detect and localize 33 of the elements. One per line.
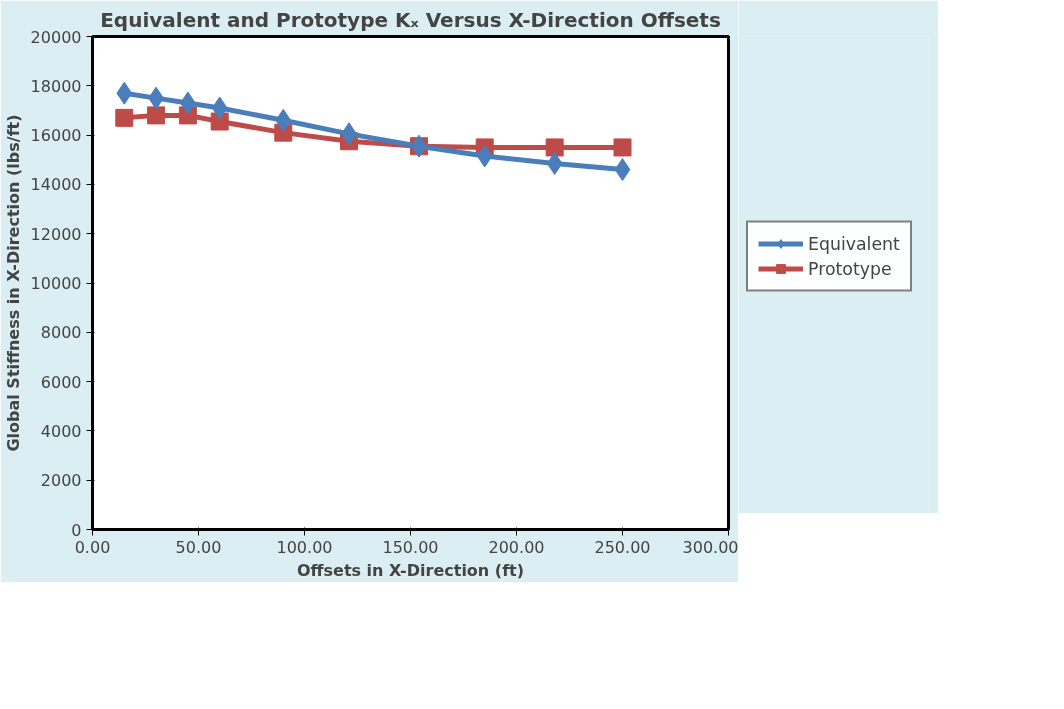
chart-title: Equivalent and Prototype Kₓ Versus X-Direction Offsets [100,7,721,32]
point [116,81,133,105]
legend-label: Prototype [808,258,892,279]
point [275,108,292,132]
x-tick-label: 50.00 [175,537,222,557]
y-tick-label: 16000 [30,126,82,146]
y-tick-label: 14000 [30,175,82,195]
y-tick-label: 10000 [30,274,82,293]
point [147,106,166,125]
point [211,96,228,120]
point [115,108,134,127]
x-tick-label: 100.00 [276,537,333,557]
point [613,138,632,157]
y-axis-title: Global Stiffness in X-Direction (lbs/ft) [3,114,23,452]
legend-label: Equivalent [808,233,900,254]
x-tick-label: 150.00 [382,537,439,557]
y-tick-label: 4000 [40,421,82,441]
y-tick-label: 12000 [30,224,82,244]
y-tick-label: 20000 [30,27,82,47]
y-tick-label: 2000 [40,471,82,491]
y-tick-label: 8000 [40,323,82,343]
point [614,158,631,182]
x-tick-label: 250.00 [594,537,651,557]
point [545,138,564,157]
y-tick-label: 0 [71,520,82,540]
x-tick-label: 300.00 [682,537,739,557]
y-tick-label: 18000 [30,76,82,96]
point [546,151,563,175]
x-axis-title: Offsets in X-Direction (ft) [296,560,525,580]
x-tick-label: 0.00 [74,537,111,557]
y-tick-label: 6000 [40,372,82,392]
point [476,144,493,168]
x-tick-label: 200.00 [488,537,545,557]
